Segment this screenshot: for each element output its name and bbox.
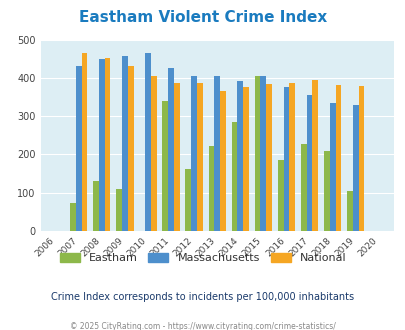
Bar xyxy=(220,91,225,231)
Bar xyxy=(173,83,179,231)
Bar xyxy=(116,189,121,231)
Bar xyxy=(231,122,237,231)
Text: © 2025 CityRating.com - https://www.cityrating.com/crime-statistics/: © 2025 CityRating.com - https://www.city… xyxy=(70,322,335,330)
Legend: Eastham, Massachusetts, National: Eastham, Massachusetts, National xyxy=(55,248,350,268)
Bar xyxy=(260,76,266,231)
Bar xyxy=(277,160,283,231)
Bar xyxy=(346,191,352,231)
Text: Crime Index corresponds to incidents per 100,000 inhabitants: Crime Index corresponds to incidents per… xyxy=(51,292,354,302)
Bar xyxy=(237,81,243,231)
Bar xyxy=(300,144,306,231)
Bar xyxy=(208,146,214,231)
Bar xyxy=(191,76,196,231)
Bar xyxy=(283,87,289,231)
Bar xyxy=(323,151,329,231)
Bar xyxy=(145,53,151,231)
Bar xyxy=(128,66,133,231)
Bar xyxy=(289,83,294,231)
Bar xyxy=(352,106,358,231)
Bar xyxy=(312,80,318,231)
Bar xyxy=(306,95,312,231)
Bar xyxy=(81,52,87,231)
Bar xyxy=(335,85,341,231)
Bar xyxy=(104,58,110,231)
Text: Eastham Violent Crime Index: Eastham Violent Crime Index xyxy=(79,10,326,25)
Bar xyxy=(93,181,99,231)
Bar xyxy=(329,103,335,231)
Bar xyxy=(243,87,248,231)
Bar xyxy=(168,68,173,231)
Bar xyxy=(76,66,81,231)
Bar xyxy=(214,76,220,231)
Bar xyxy=(99,59,104,231)
Bar xyxy=(254,76,260,231)
Bar xyxy=(122,56,128,231)
Bar xyxy=(196,83,202,231)
Bar xyxy=(162,101,168,231)
Bar xyxy=(185,169,191,231)
Bar xyxy=(70,203,76,231)
Bar xyxy=(266,84,271,231)
Bar xyxy=(151,76,156,231)
Bar xyxy=(358,85,363,231)
